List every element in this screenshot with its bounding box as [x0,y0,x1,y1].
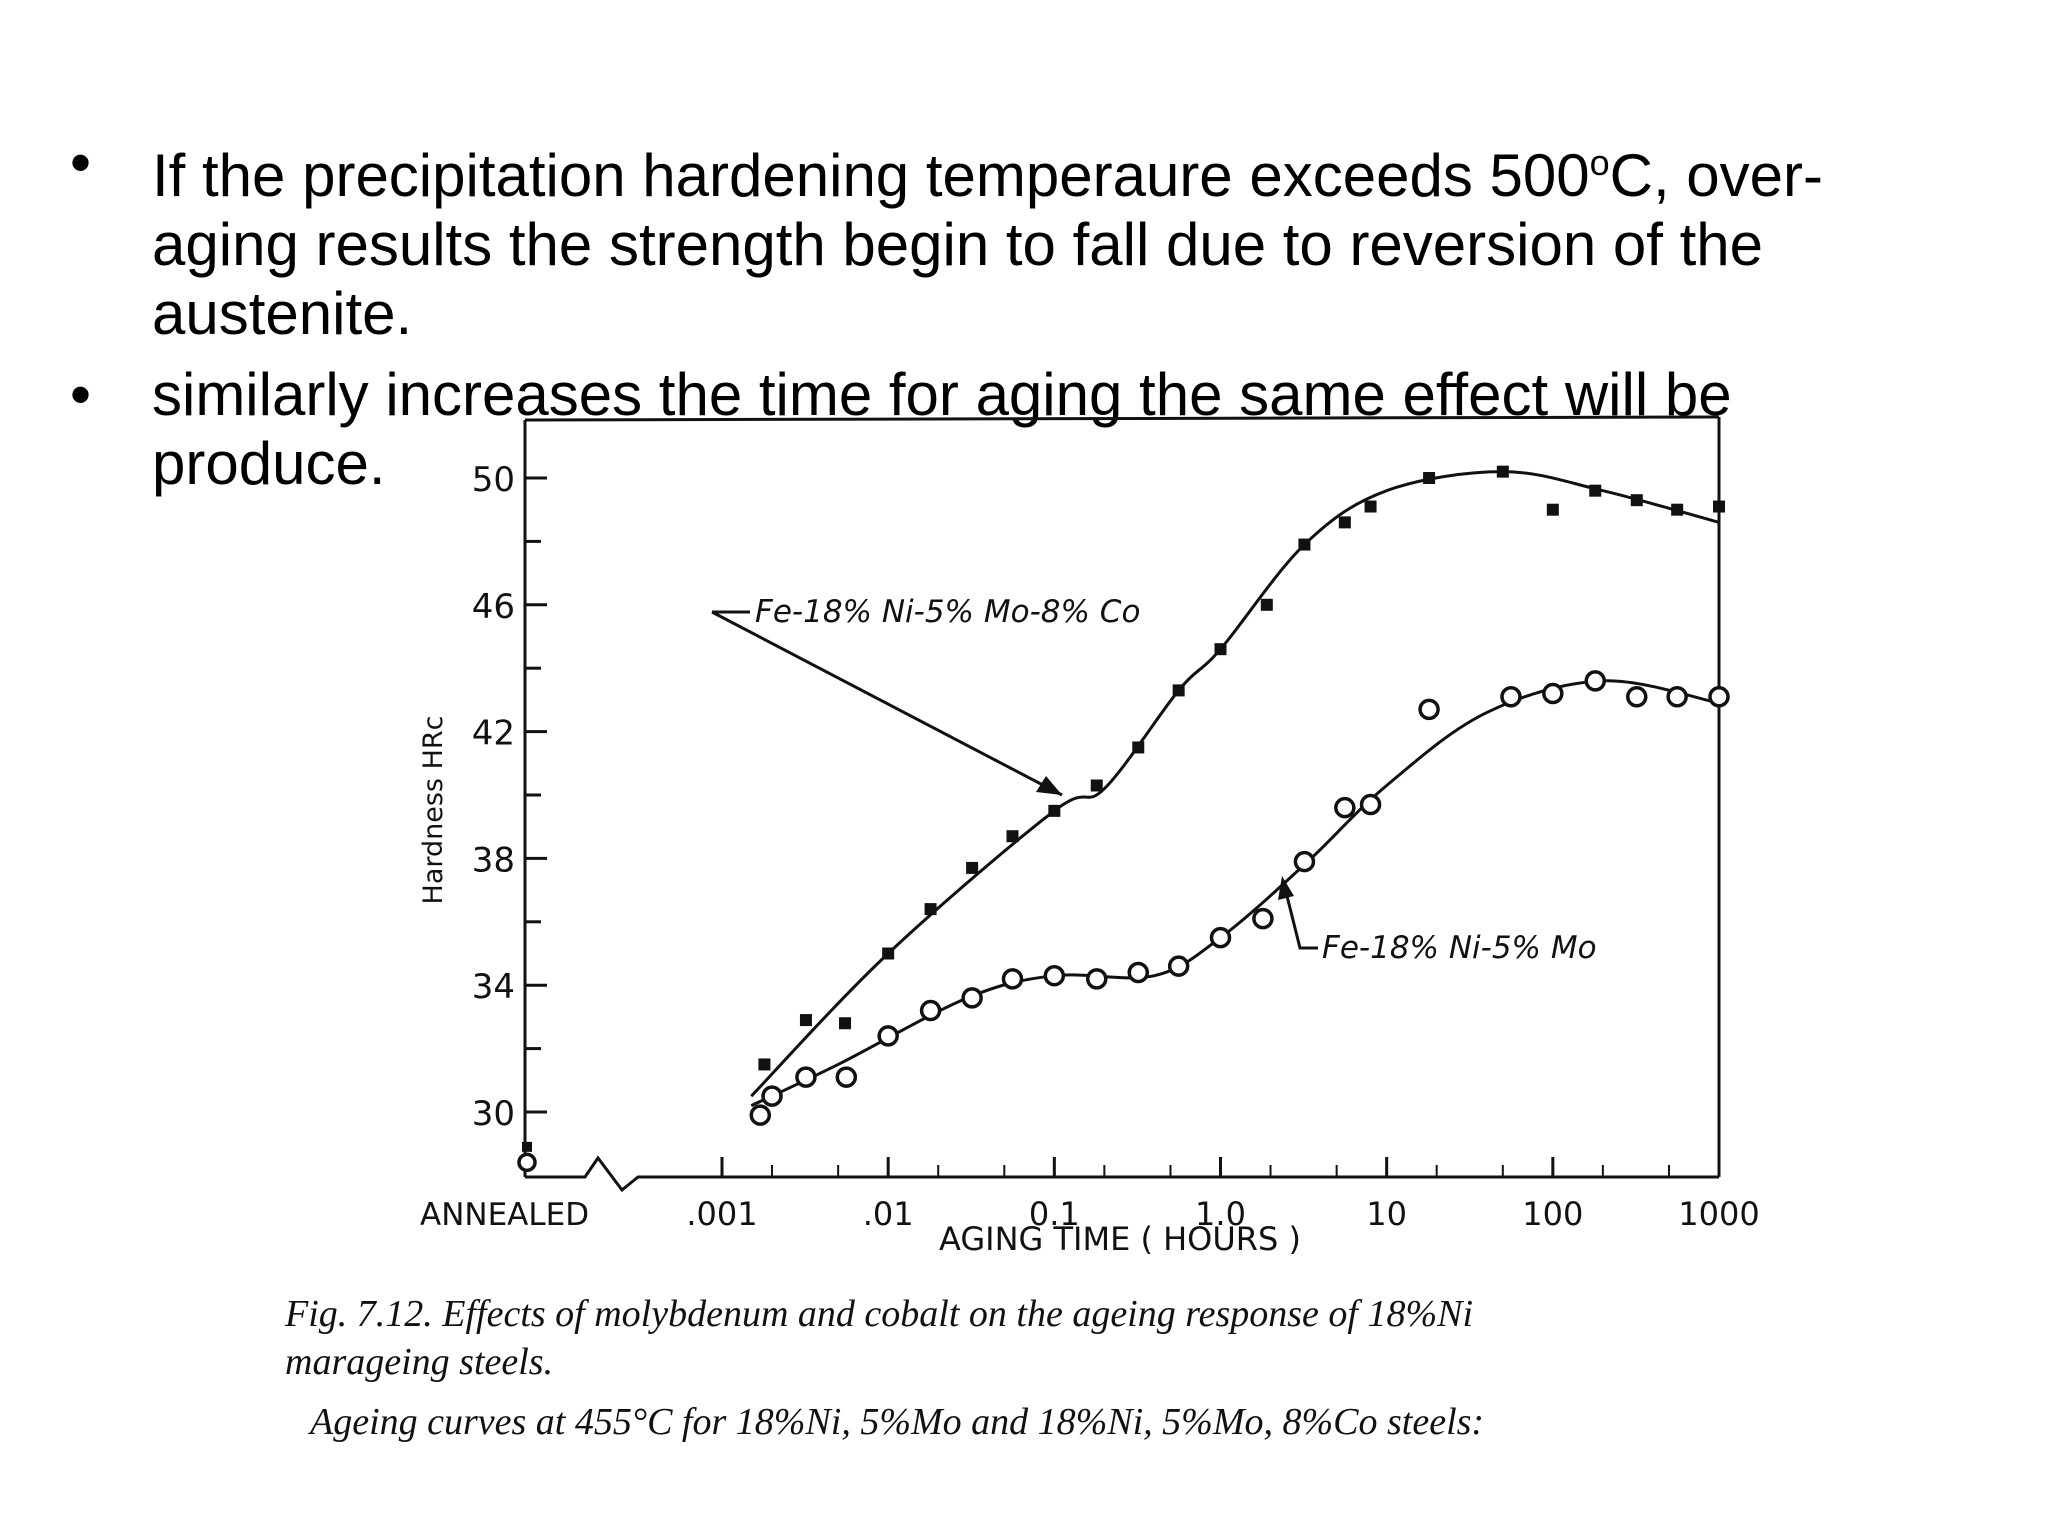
data-point-square [1298,538,1311,551]
data-point-square [882,947,895,960]
bullet-text-2: similarly increases the time for aging t… [152,361,1732,497]
figure-caption-line-3: Ageing curves at 455°C for 18%Ni, 5%Mo a… [310,1401,1485,1443]
data-point-square [1364,500,1377,513]
data-point-circle [1334,796,1356,819]
x-tick-label: .001 [686,1195,757,1233]
data-point-square [1260,598,1273,611]
x-tick-label: 1.0 [1195,1195,1246,1233]
data-point-square [1713,500,1725,513]
annealed-point-square [522,1141,532,1152]
data-point-circle [877,1025,899,1047]
bullet-item-1: • If the precipitation hardening tempera… [70,128,1930,348]
data-point-circle [1086,968,1108,990]
data-point-circle [1666,685,1688,708]
bullet-marker: • [70,129,92,196]
y-tick-label: 42 [472,714,515,754]
data-point-square [966,861,979,874]
x-tick-label: 100 [1522,1195,1583,1233]
data-point-circle [795,1066,817,1088]
data-point-circle [1043,964,1066,987]
data-point-square [1132,741,1145,754]
figure-caption-line-2: marageing steels. [285,1341,554,1383]
x-tick-label: .01 [863,1195,914,1233]
data-point-square [1671,503,1684,516]
arrow-line-mo [1283,887,1318,950]
curve-fe-ni-mo-co [750,470,1720,1098]
data-point-circle [919,999,942,1022]
chart-axes: 30 34 38 42 46 50 .001 .01 0.1 1.0 10 100 1000 ANNEAL… [418,460,1760,1258]
data-point-square [1630,494,1643,507]
data-point-square [1546,503,1559,516]
data-point-circle [1209,926,1232,949]
chart-frame [523,415,1721,1193]
data-point-square [1214,643,1227,656]
data-point-square [1006,830,1019,843]
data-point-circle [749,1104,772,1126]
degree-superscript: o [1589,142,1610,183]
x-axis-label: AGING TIME ( HOURS ) [939,1220,1301,1258]
x-tick-label: 1000 [1678,1195,1759,1233]
data-point-square [839,1017,852,1030]
data-point-circle [1418,698,1440,721]
bullet-text-1-end: C, over-aging results the strength begin… [152,142,1824,347]
y-tick-label: 38 [472,840,515,880]
y-tick-label: 46 [472,587,515,627]
annealed-point-circle [517,1152,537,1173]
frame-bottom-axis-break [525,1155,1719,1193]
data-point-circle [761,1085,783,1107]
bullet-list: • If the precipitation hardening tempera… [70,128,1930,510]
x-tick-label: 0.1 [1029,1195,1080,1233]
arrow-head-co [1036,776,1062,795]
y-tick-label: 34 [472,967,515,1007]
data-point-circle [1542,682,1564,705]
y-tick-label: 30 [472,1094,515,1134]
data-point-square [1496,465,1509,478]
data-point-square [1338,516,1351,529]
data-point-circle [1127,961,1150,984]
x-tick-label: 10 [1366,1195,1407,1233]
series-label-mo: Fe-18% Ni-5% Mo [1322,930,1597,966]
data-point-circle [1001,968,1024,990]
data-point-square [1423,472,1436,484]
arrow-line-co [711,610,1063,797]
data-point-square [1589,484,1602,497]
figure-caption-line-1: Fig. 7.12. Effects of molybdenum and cob… [285,1293,1474,1335]
series-label-co: Fe-18% Ni-5% Mo-8% Co [755,594,1140,630]
data-point-circle [1252,907,1274,930]
y-axis-label: Hardness HRc [418,716,449,905]
data-point-circle [1359,793,1382,816]
chart-curves [750,470,1720,1108]
data-point-square [1172,684,1185,697]
data-point-circle [1626,685,1648,708]
data-point-circle [1708,685,1730,708]
data-point-circle [1500,685,1522,708]
bullet-text-1-start: If the precipitation hardening temperaur… [152,142,1590,209]
data-point-circle [1167,955,1190,977]
data-point-square [799,1014,812,1027]
y-tick-label: 50 [472,460,515,500]
arrow-head-mo [1278,876,1294,900]
data-point-square [1090,779,1103,792]
x-tick-label-annealed: ANNEALED [420,1197,589,1233]
data-point-circle [1293,850,1316,873]
data-point-square [758,1058,771,1071]
frame-top-edge [524,415,1720,422]
data-point-square [1048,804,1061,817]
data-point-circle [835,1066,858,1088]
data-point-circle [961,987,983,1009]
data-point-square [924,903,937,916]
data-point-circle [1584,670,1607,692]
chart-annotations: Fe-18% Ni-5% Mo-8% Co Fe-18% Ni-5% Mo [711,594,1597,966]
bullet-item-2: • similarly increases the time for aging… [70,360,1930,498]
bullet-marker: • [70,361,92,428]
chart-markers [517,465,1730,1173]
